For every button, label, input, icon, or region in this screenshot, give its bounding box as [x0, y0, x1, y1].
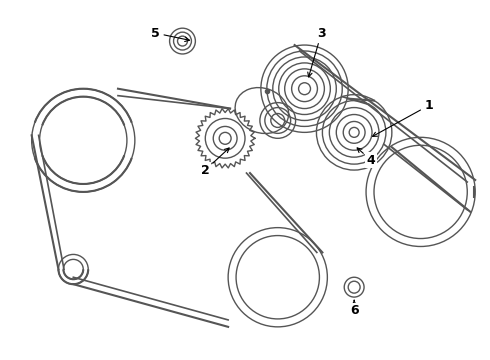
Text: 4: 4: [357, 148, 375, 167]
Text: 2: 2: [201, 148, 229, 176]
Text: 5: 5: [151, 27, 190, 41]
Text: 6: 6: [350, 300, 359, 318]
Text: 3: 3: [308, 27, 326, 77]
Text: 1: 1: [372, 99, 433, 136]
